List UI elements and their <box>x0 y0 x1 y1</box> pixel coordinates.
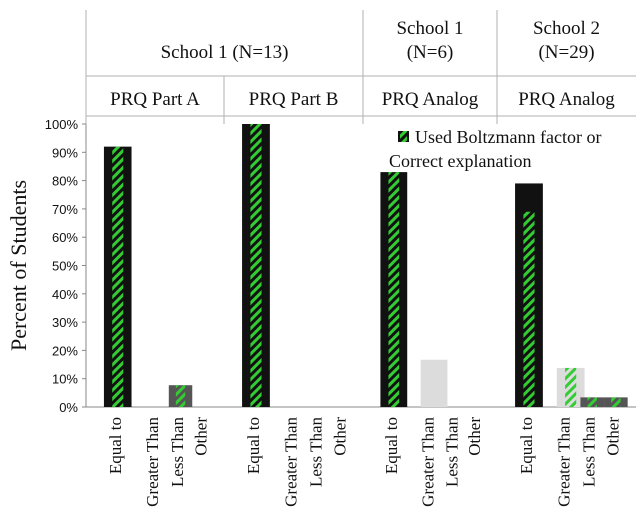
y-tick-label: 80% <box>52 174 78 189</box>
legend-label: Used Boltzmann factor or Correct explanat… <box>389 127 601 171</box>
y-tick-label: 0% <box>59 400 78 415</box>
y-tick-label: 30% <box>52 315 78 330</box>
bar-hatched-portion <box>611 397 621 407</box>
bar-hatched-portion <box>175 385 186 407</box>
school-header: School 1 (N=13) <box>161 42 289 63</box>
x-tick-label: Less Than <box>168 417 187 488</box>
x-tick-label: Greater Than <box>418 417 437 507</box>
x-tick-label: Greater Than <box>282 417 301 507</box>
x-tick-label: Equal to <box>106 417 125 474</box>
x-tick-label: Less Than <box>442 417 461 488</box>
y-tick-label: 90% <box>52 145 78 160</box>
legend-swatch-hatch <box>400 131 407 142</box>
x-tick-label: Equal to <box>517 417 536 474</box>
school-header: School 1 (N=6) <box>396 18 463 63</box>
x-tick-label: Other <box>465 417 484 456</box>
bar <box>420 359 448 407</box>
part-header: PRQ Part B <box>249 89 339 110</box>
x-tick-label: Equal to <box>382 417 401 474</box>
part-header: PRQ Analog <box>518 89 615 110</box>
bar-hatched-portion <box>587 397 597 407</box>
bar-hatched-portion <box>388 172 400 407</box>
x-tick-label: Greater Than <box>555 417 574 507</box>
header-labels: School 1 (N=13) School 1 (N=6) School 2 (N=2… <box>110 18 615 110</box>
bar-hatched-portion <box>523 211 535 407</box>
school-header: School 2 (N=29) <box>533 18 600 63</box>
x-tick-label: Other <box>330 417 349 456</box>
y-tick-label: 50% <box>52 259 78 274</box>
y-axis-title: Percent of Students <box>6 180 31 351</box>
y-axis: 0% 10% 20% 30% 40% 50% 60% 70% 80% 90% 100% Percent… <box>6 117 636 415</box>
x-tick-labels: Equal to Greater Than Less Than Other Equal … <box>106 417 622 507</box>
x-tick-label: Less Than <box>580 417 599 488</box>
bar-hatched-portion <box>250 124 262 407</box>
x-tick-label: Less Than <box>307 417 326 488</box>
legend: Used Boltzmann factor or Correct explanat… <box>389 127 601 171</box>
bars <box>103 124 628 407</box>
y-tick-label: 10% <box>52 372 78 387</box>
y-tick-label: 60% <box>52 230 78 245</box>
y-tick-label: 100% <box>45 117 79 132</box>
y-tick-label: 40% <box>52 287 78 302</box>
y-tick-label: 20% <box>52 343 78 358</box>
y-tick-label: 70% <box>52 202 78 217</box>
part-header: PRQ Analog <box>382 89 479 110</box>
part-header: PRQ Part A <box>110 89 200 110</box>
x-tick-label: Equal to <box>244 417 263 474</box>
header-grid <box>85 10 636 124</box>
x-tick-label: Other <box>603 417 622 456</box>
bar-hatched-portion <box>112 146 124 407</box>
x-tick-label: Greater Than <box>143 417 162 507</box>
x-tick-label: Other <box>192 417 211 456</box>
bar-hatched-portion <box>565 367 577 407</box>
